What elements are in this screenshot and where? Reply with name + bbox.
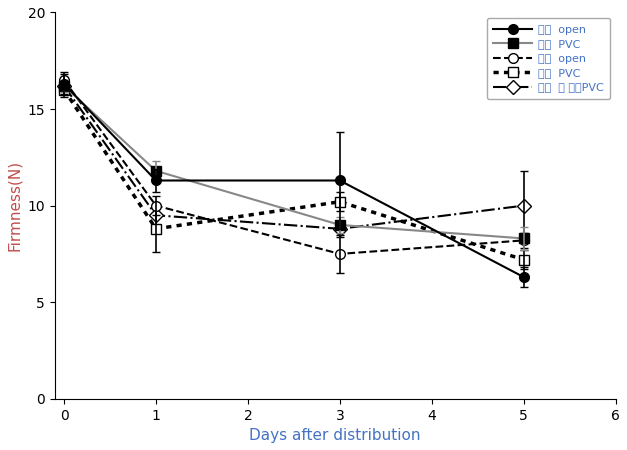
- X-axis label: Days after distribution: Days after distribution: [250, 428, 421, 443]
- Y-axis label: Firmness(N): Firmness(N): [7, 160, 22, 251]
- Legend: 수확  open, 수확  PVC, 상자  open, 상자  PVC, 상자  우 야가PVC: 수확 open, 수확 PVC, 상자 open, 상자 PVC, 상자 우 야…: [487, 18, 610, 99]
